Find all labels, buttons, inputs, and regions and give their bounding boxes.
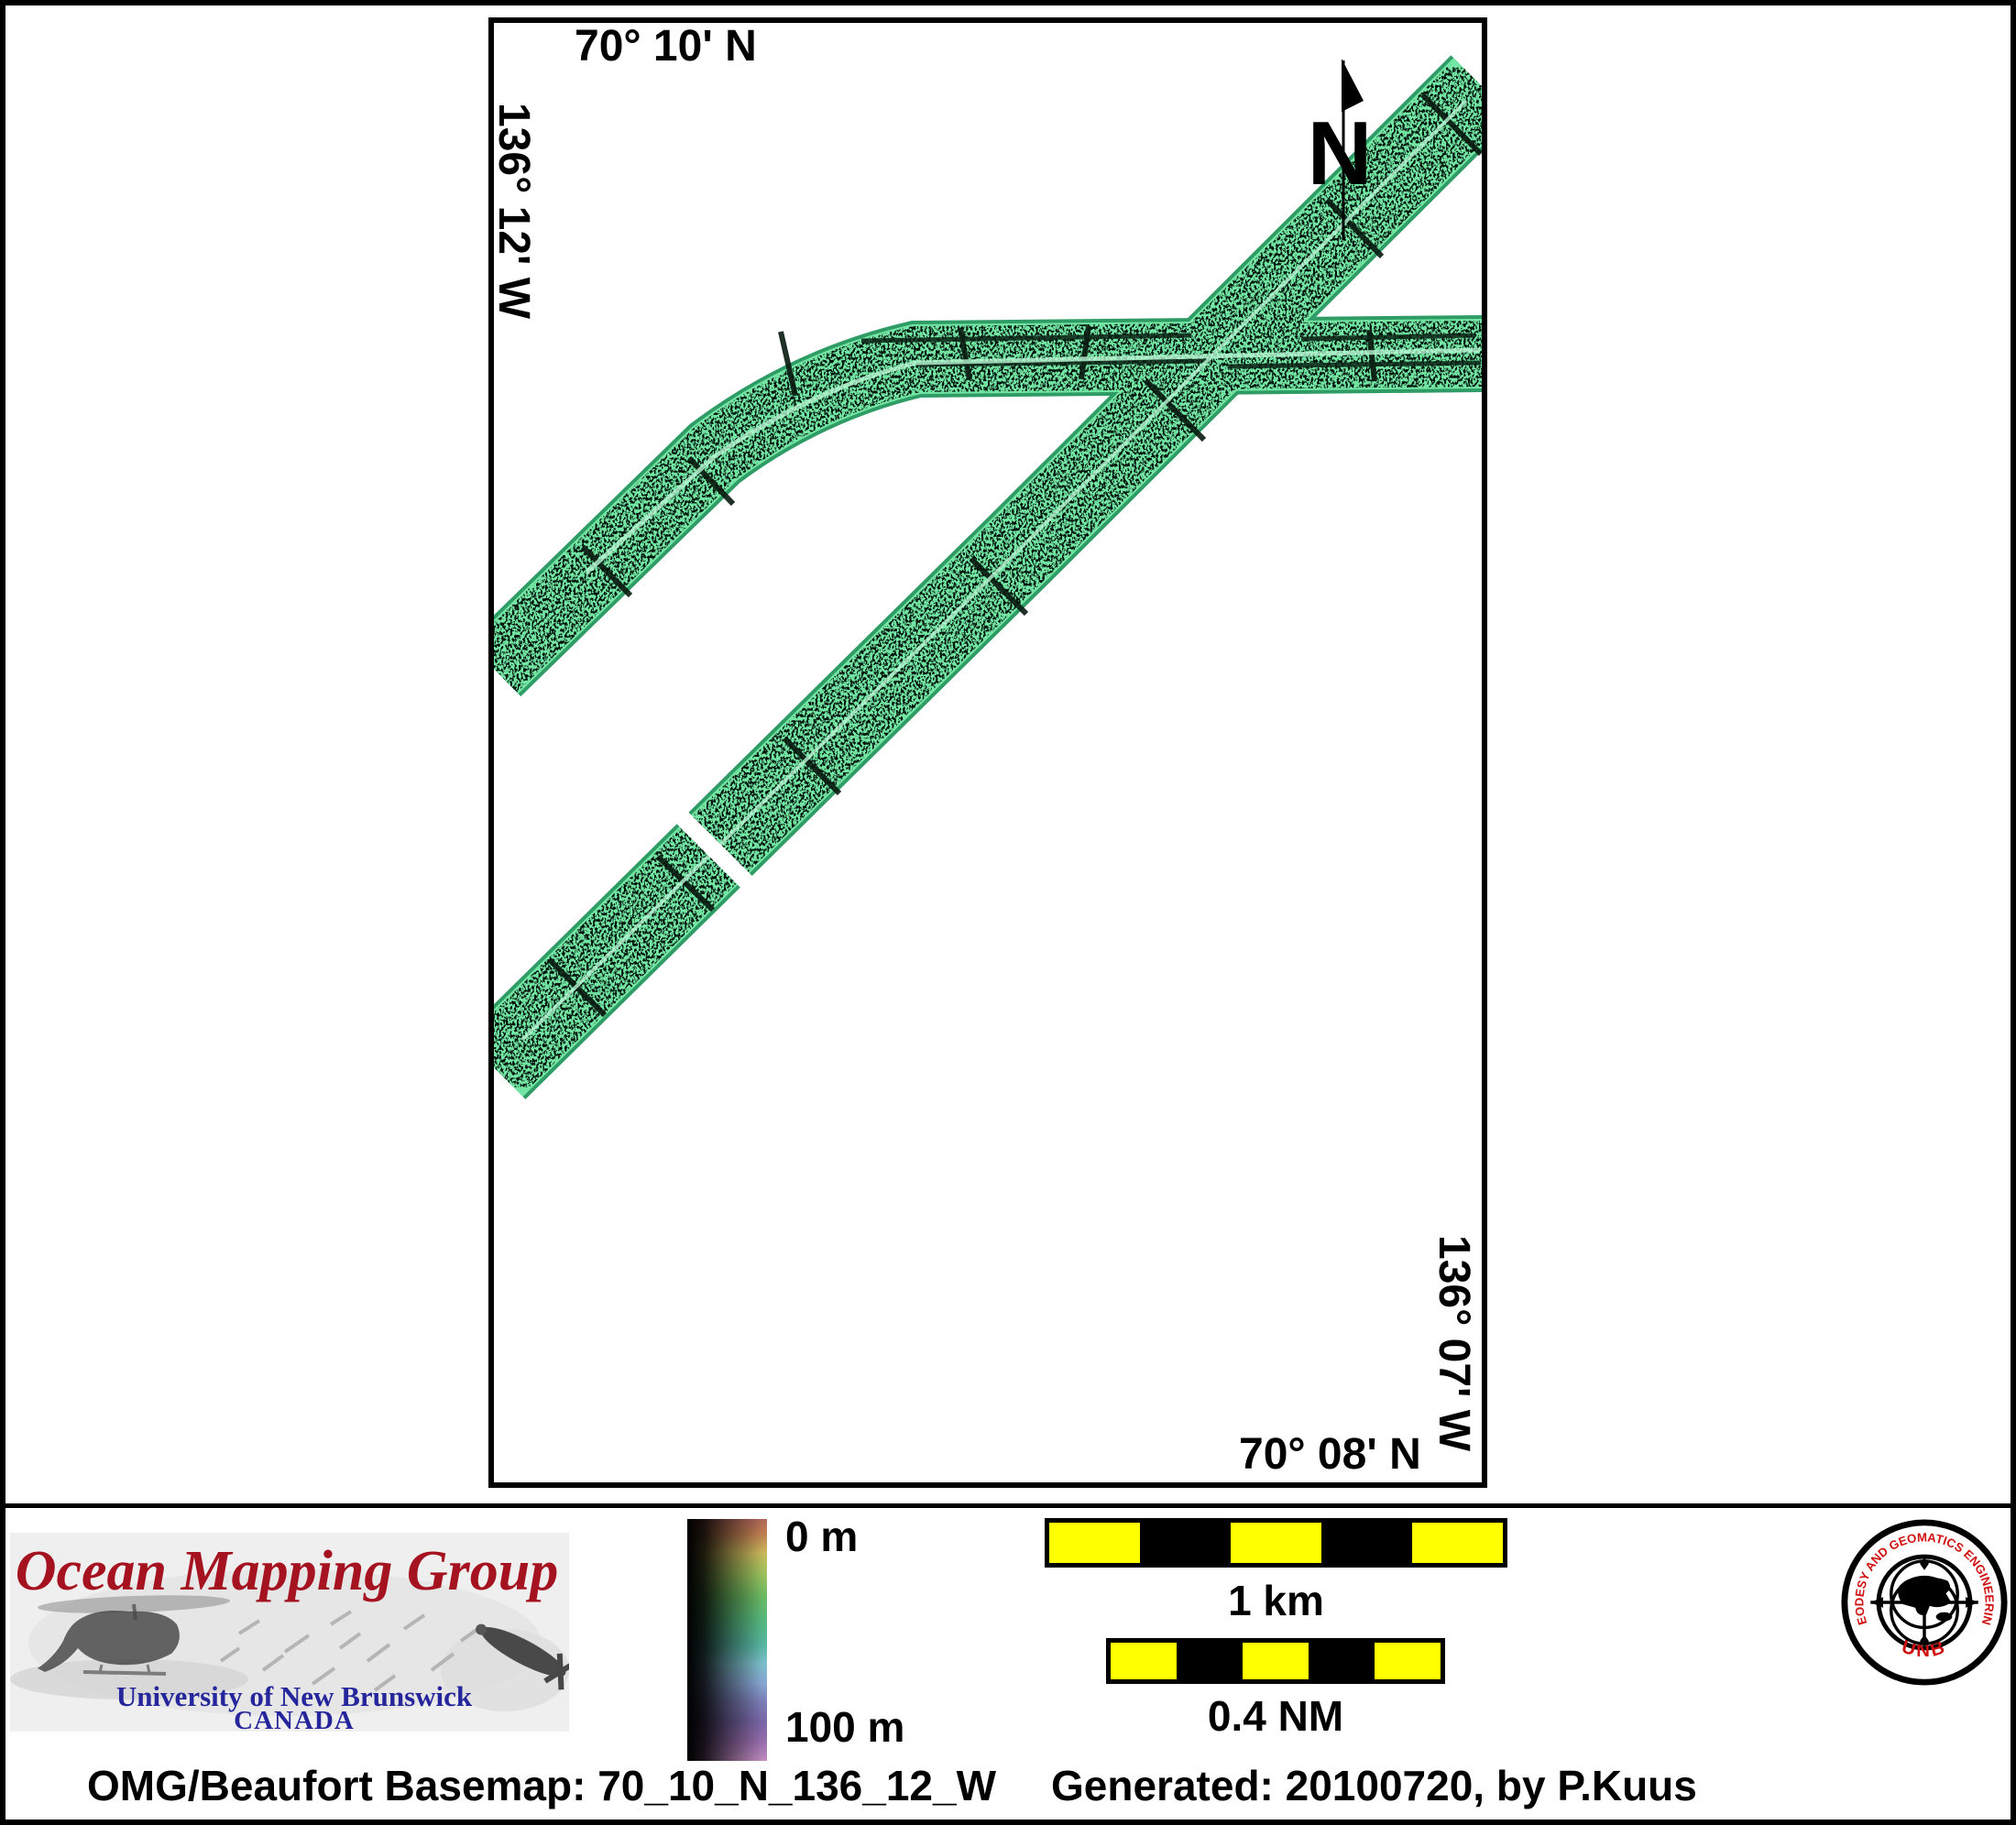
scalebar-segment [1140, 1523, 1231, 1563]
swath-data-gap [669, 804, 762, 898]
depth-colorbar [687, 1519, 767, 1761]
caption-basemap: OMG/Beaufort Basemap: 70_10_N_136_12_W [87, 1762, 997, 1809]
omg-logo: Ocean Mapping Group University of New Br… [10, 1533, 569, 1732]
helicopter-silhouette [38, 1595, 230, 1676]
omg-title: Ocean Mapping Group [16, 1540, 559, 1602]
colorbar-min-label: 0 m [785, 1513, 859, 1560]
caption-generated: Generated: 20100720, by P.Kuus [1051, 1762, 1697, 1809]
north-arrow [1342, 59, 1364, 240]
omg-institution: University of New Brunswick [116, 1680, 473, 1712]
scalebar-nm-label: 0.4 NM [1207, 1692, 1344, 1740]
scalebar-nm [1106, 1638, 1445, 1684]
scalebar-km [1045, 1518, 1507, 1568]
scalebar-segment [1321, 1523, 1412, 1563]
latitude-label-top: 70° 10' N [575, 22, 757, 71]
north-arrow-letter: N [1307, 103, 1373, 203]
scalebar-km-label: 1 km [1228, 1577, 1324, 1624]
scalebar-segment [1231, 1523, 1321, 1563]
scalebar-segment [1049, 1523, 1140, 1563]
seal-continents [1898, 1577, 1952, 1616]
omg-country: CANADA [234, 1706, 355, 1732]
scalebar-segment [1309, 1643, 1375, 1679]
latitude-label-bottom: 70° 08' N [1239, 1430, 1421, 1479]
colorbar-max-label: 100 m [785, 1703, 905, 1751]
swath-lengthwise-streaks [860, 333, 1481, 369]
unb-seal: GEODESY AND GEOMATICS ENGINEERING UNB [1841, 1519, 2008, 1686]
caption: OMG/Beaufort Basemap: 70_10_N_136_12_W G… [87, 1761, 1697, 1810]
footer-divider [0, 1503, 2016, 1508]
swath-nadir-lines [520, 99, 1481, 1042]
scalebar-segment [1177, 1643, 1243, 1679]
scalebar-segment [1111, 1643, 1177, 1679]
scalebar-segment [1375, 1643, 1441, 1679]
swath-map-canvas [494, 55, 1482, 1099]
seabed-ripples [219, 1610, 481, 1692]
scalebar-segment [1412, 1523, 1503, 1563]
scalebar-segment [1243, 1643, 1309, 1679]
map-frame [488, 17, 1487, 1488]
longitude-label-right: 136° 07' W [1430, 1235, 1478, 1452]
towfish-silhouette [476, 1623, 569, 1690]
north-arrow-pennant [1342, 59, 1364, 112]
seal-compass-points [1870, 1557, 1978, 1647]
longitude-label-left: 136° 12' W [489, 103, 538, 320]
